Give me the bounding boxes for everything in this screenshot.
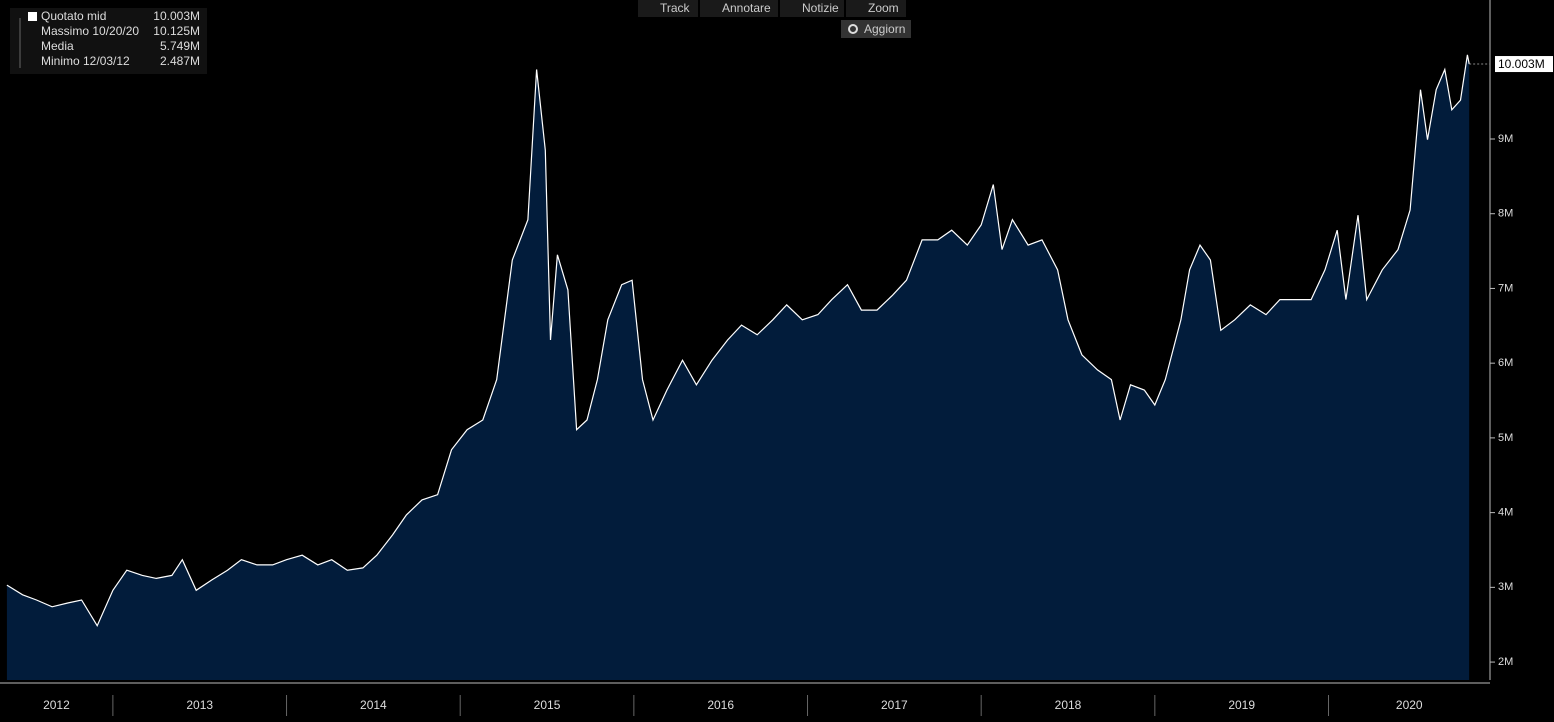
x-tick-label: 2019 <box>1228 698 1255 712</box>
x-tick-label: 2013 <box>186 698 213 712</box>
toolbar-icon <box>848 24 858 34</box>
toolbar-button[interactable] <box>638 0 698 17</box>
y-tick-label: 7M <box>1498 282 1513 294</box>
x-tick-label: 2014 <box>360 698 387 712</box>
price-line <box>6 54 1470 627</box>
legend-name: Massimo 10/20/20 <box>41 24 139 38</box>
x-tick-label: 2015 <box>534 698 561 712</box>
y-tick-label: 3M <box>1498 581 1513 593</box>
toolbar-button[interactable] <box>841 20 911 38</box>
y-tick-label: 4M <box>1498 507 1513 519</box>
toolbar-label[interactable]: Notizie <box>802 1 839 15</box>
legend-name: Minimo 12/03/12 <box>41 54 130 68</box>
x-tick-label: 2018 <box>1055 698 1082 712</box>
x-tick-label: 2012 <box>43 698 70 712</box>
legend-box <box>10 8 207 74</box>
legend-name: Quotato mid <box>41 9 106 23</box>
toolbar-button[interactable] <box>700 0 778 17</box>
toolbar-label[interactable]: Zoom <box>868 1 899 15</box>
y-tick-label: 8M <box>1498 208 1513 220</box>
legend-value: 10.125M <box>153 24 200 38</box>
legend-value: 10.003M <box>153 9 200 23</box>
legend-value: 5.749M <box>160 39 200 53</box>
last-value-label: 10.003M <box>1498 57 1545 71</box>
legend-swatch <box>28 12 37 21</box>
last-value-box <box>1495 56 1553 73</box>
x-tick-label: 2017 <box>881 698 908 712</box>
x-tick-label: 2020 <box>1396 698 1423 712</box>
legend-name: Media <box>41 39 74 53</box>
y-tick-label: 2M <box>1498 656 1513 668</box>
toolbar-label[interactable]: Aggiorn <box>864 22 905 36</box>
area-fill <box>6 54 1470 680</box>
x-tick-label: 2016 <box>707 698 734 712</box>
toolbar-button[interactable] <box>846 0 906 17</box>
toolbar-label[interactable]: Track <box>660 1 691 15</box>
y-tick-label: 6M <box>1498 357 1513 369</box>
toolbar-label[interactable]: Annotare <box>722 1 771 15</box>
toolbar-button[interactable] <box>780 0 844 17</box>
y-tick-label: 5M <box>1498 432 1513 444</box>
legend-value: 2.487M <box>160 54 200 68</box>
y-tick-label: 9M <box>1498 133 1513 145</box>
